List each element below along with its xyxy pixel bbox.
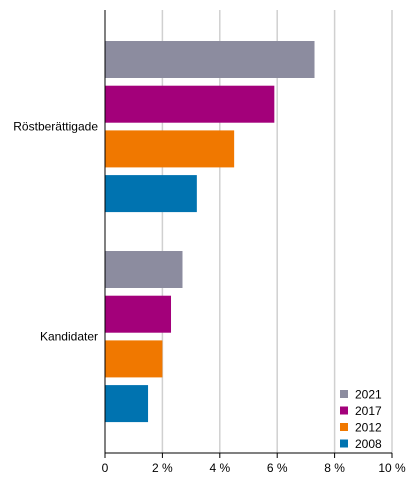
category-label: Röstberättigade <box>13 120 98 134</box>
x-tick-label: 4 % <box>209 461 230 475</box>
x-tick-label: 0 <box>102 461 109 475</box>
bar-2021-0 <box>105 41 315 78</box>
legend-swatch-2012 <box>340 423 348 431</box>
bar-2008-1 <box>105 385 149 423</box>
legend-label: 2012 <box>355 421 382 435</box>
bar-2021-1 <box>105 251 183 288</box>
legend-label: 2008 <box>355 437 382 451</box>
x-tick-label: 2 % <box>152 461 173 475</box>
x-tick-label: 10 % <box>378 461 406 475</box>
legend-swatch-2017 <box>340 406 348 415</box>
x-tick-label: 8 % <box>324 461 345 475</box>
bar-2017-1 <box>105 295 172 333</box>
bar-2017-0 <box>105 85 275 123</box>
legend-label: 2021 <box>355 388 382 402</box>
legend-swatch-2008 <box>340 439 348 448</box>
bar-2008-0 <box>105 175 197 213</box>
legend-label: 2017 <box>355 404 382 418</box>
category-label: Kandidater <box>40 330 98 344</box>
bar-2012-0 <box>105 130 235 168</box>
legend-swatch-2021 <box>340 390 348 398</box>
x-tick-label: 6 % <box>267 461 288 475</box>
bar-2012-1 <box>105 340 163 378</box>
